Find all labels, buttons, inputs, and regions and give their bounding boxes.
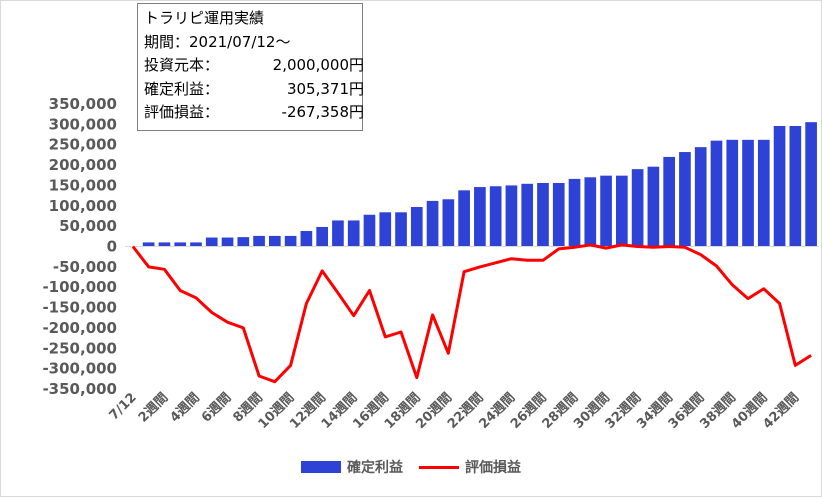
x-tick-label: 6週間 (199, 390, 234, 425)
y-tick-label: -150,000 (42, 299, 117, 317)
bar-41 (773, 125, 786, 247)
x-tick-label: 2週間 (136, 390, 171, 425)
info-title: トラリピ運用実績 (144, 9, 265, 27)
bar-23 (489, 186, 502, 247)
y-tick-label: 300,000 (49, 115, 117, 133)
bar-24 (505, 185, 518, 247)
y-tick-label: 100,000 (49, 197, 117, 215)
bar-8 (253, 235, 265, 247)
bar-13 (332, 220, 344, 247)
bar-9 (269, 235, 281, 247)
line-unrealized (131, 243, 812, 384)
y-tick-label: 350,000 (49, 95, 117, 113)
y-tick-label: -100,000 (42, 278, 117, 296)
bar-36 (694, 147, 707, 247)
legend: 確定利益 評価損益 (301, 457, 521, 477)
y-tick-label: 200,000 (49, 156, 117, 174)
bar-14 (347, 220, 360, 247)
bar-25 (521, 183, 534, 247)
x-axis-ticks: 7/122週間4週間6週間8週間10週間12週間14週間16週間18週間20週間… (107, 390, 803, 432)
legend-label-realized: 確定利益 (347, 460, 403, 476)
bar-37 (710, 140, 723, 247)
bar-29 (584, 177, 597, 247)
bar-11 (300, 231, 313, 247)
info-row-principal: 投資元本： 2,000,000円 (144, 54, 364, 78)
info-value: -267,358円 (281, 103, 364, 122)
y-tick-label: 250,000 (49, 136, 117, 154)
info-value: 2,000,000円 (272, 56, 364, 75)
legend-swatch-bar (301, 461, 341, 473)
bar-28 (568, 178, 581, 247)
bar-12 (316, 226, 328, 247)
y-tick-label: 50,000 (59, 217, 117, 235)
bar-32 (631, 169, 644, 247)
y-tick-label: -200,000 (42, 319, 117, 337)
bar-2 (158, 242, 171, 247)
bar-4 (190, 242, 202, 247)
info-box: トラリピ運用実績 期間：2021/07/12～ 投資元本： 2,000,000円… (137, 3, 364, 131)
bar-21 (458, 190, 470, 247)
bar-35 (679, 152, 691, 247)
bar-42 (789, 125, 802, 247)
x-tick-label: 42週間 (760, 390, 802, 432)
bar-18 (410, 207, 423, 247)
y-tick-label: -300,000 (42, 360, 117, 378)
bar-43 (805, 122, 817, 247)
y-tick-label: -250,000 (42, 339, 117, 357)
info-period: 期間：2021/07/12～ (144, 32, 291, 51)
line-series-group (131, 243, 812, 384)
bar-22 (474, 187, 486, 247)
bar-27 (552, 182, 565, 247)
bar-1 (142, 242, 155, 247)
bar-16 (379, 212, 392, 247)
bar-5 (205, 237, 218, 247)
info-label: 投資元本： (144, 56, 220, 75)
bar-3 (174, 242, 187, 247)
bar-17 (395, 212, 407, 247)
y-tick-label: 0 (107, 238, 117, 256)
info-label: 評価損益： (144, 103, 220, 122)
x-tick-label: 4週間 (167, 390, 202, 425)
y-tick-label: -50,000 (53, 258, 117, 276)
bar-10 (284, 235, 297, 247)
bar-7 (237, 237, 250, 247)
bar-20 (442, 199, 455, 247)
bar-26 (537, 182, 549, 247)
y-tick-label: -350,000 (42, 380, 117, 398)
info-label: 確定利益： (144, 79, 220, 98)
y-axis-ticks: -350,000 -300,000 -250,000 -200,000 -150,000… (42, 95, 117, 398)
bar-33 (647, 166, 660, 247)
info-row-realized: 確定利益： 305,371円 (144, 78, 364, 102)
info-value: 305,371円 (286, 79, 364, 98)
bar-40 (757, 139, 770, 247)
bar-30 (600, 175, 612, 247)
info-row-unrealized: 評価損益： -267,358円 (144, 101, 364, 125)
legend-label-unrealized: 評価損益 (465, 460, 521, 476)
bar-31 (616, 175, 628, 247)
bar-15 (363, 214, 376, 247)
bar-39 (742, 139, 754, 247)
bars-group (142, 122, 817, 247)
bar-6 (221, 237, 234, 247)
bar-34 (663, 156, 675, 247)
bar-38 (726, 139, 739, 247)
bar-19 (426, 200, 439, 247)
y-tick-label: 150,000 (49, 176, 117, 194)
legend-swatch-line (419, 465, 459, 469)
